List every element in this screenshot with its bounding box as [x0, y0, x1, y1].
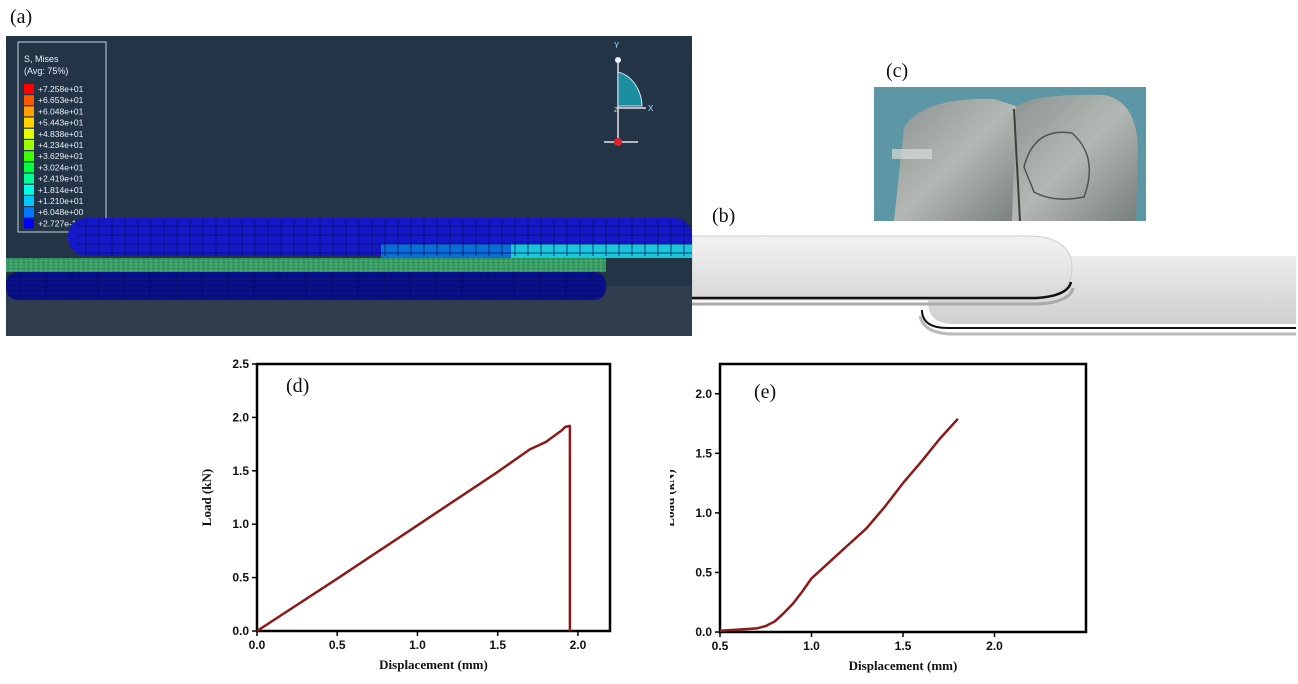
chart-panel-label: (e)	[754, 381, 776, 403]
legend-box	[17, 41, 107, 233]
x-tick-label: 1.0	[803, 639, 820, 653]
legend-value: +4.838e+01	[38, 129, 84, 139]
y-tick-label: 2.0	[232, 410, 249, 424]
upper-sheet-schematic	[692, 235, 1075, 306]
chart-d: (d) 0.0 0.5 1.0 1.5 2.0 0.0 0.5 1.0 1.5 2.0 2.5 Disp…	[200, 357, 612, 672]
legend-value: +1.210e+01	[38, 196, 84, 206]
legend-swatch	[24, 140, 34, 150]
panel-label-c: (c)	[886, 60, 909, 82]
y-axis-label: Load (kN)	[670, 469, 677, 526]
legend-swatch	[24, 162, 34, 173]
legend-value: +6.653e+01	[38, 95, 84, 105]
fem-stress-plot: S, Mises (Avg: 75%) +7.258e+01+6.653e+01…	[6, 36, 692, 336]
x-tick-label: 1.5	[895, 639, 912, 653]
legend-value: +3.024e+01	[38, 162, 84, 172]
x-tick-label: 2.0	[570, 638, 587, 652]
y-tick-label: 2.5	[232, 357, 249, 371]
y-tick-label: 1.5	[695, 446, 712, 460]
triad-z-label: Z	[614, 107, 619, 114]
legend-swatch	[24, 173, 34, 184]
legend-value: +7.258e+01	[38, 84, 84, 94]
legend-swatch	[24, 184, 34, 195]
legend-swatch	[24, 151, 34, 162]
legend-swatch	[24, 84, 34, 94]
y-axis-label: Load (kN)	[200, 469, 214, 526]
lap-joint-schematic	[692, 235, 1296, 336]
y-tick-label: 0.5	[232, 571, 249, 585]
plot-frame	[255, 362, 612, 633]
x-axis-label: Displacement (mm)	[379, 657, 488, 672]
x-axis-label: Displacement (mm)	[849, 658, 958, 673]
legend-swatch	[24, 196, 34, 206]
y-tick-label: 1.5	[232, 464, 249, 478]
fracture-photo	[874, 87, 1146, 221]
panel-label-b: (b)	[712, 205, 736, 227]
triad-y-label: Y	[614, 41, 620, 50]
legend-swatch	[24, 95, 34, 106]
legend-value: +4.234e+01	[38, 140, 84, 150]
legend-value: +6.048e+01	[38, 106, 84, 116]
plot-frame	[718, 362, 1088, 634]
upper-sheet	[68, 218, 692, 258]
x-tick-label: 2.0	[986, 639, 1003, 653]
x-tick-label: 1.0	[409, 638, 426, 652]
legend-value: +5.443e+01	[38, 118, 84, 128]
y-tick-label: 2.0	[695, 387, 712, 401]
legend-swatch	[24, 106, 34, 117]
series-line-0	[256, 424, 572, 633]
legend-swatch	[24, 128, 34, 139]
triad-origin	[614, 138, 622, 146]
legend-value: +2.727e-10	[38, 218, 82, 228]
x-tick-label: 0.0	[249, 638, 266, 652]
legend-title: S, Mises	[24, 54, 59, 64]
panel-label-a: (a)	[10, 6, 33, 28]
legend-subtitle: (Avg: 75%)	[24, 66, 68, 76]
y-tick-label: 1.0	[232, 517, 249, 531]
legend-swatch	[24, 117, 34, 128]
legend-value: +2.419e+01	[38, 174, 84, 184]
y-tick-label: 0.0	[695, 625, 712, 639]
orientation-triad: Y X Z	[604, 41, 654, 146]
chart-panel-label: (d)	[286, 375, 309, 397]
x-tick-label: 1.5	[489, 638, 506, 652]
x-tick-label: 0.5	[712, 639, 729, 653]
x-tick-label: 0.5	[329, 638, 346, 652]
legend-swatch	[24, 207, 34, 218]
triad-x-label: X	[648, 104, 654, 113]
y-tick-label: 1.0	[695, 506, 712, 520]
legend-swatch	[24, 218, 34, 229]
y-tick-label: 0.0	[232, 624, 249, 638]
lower-sheet	[6, 272, 606, 300]
legend-value: +1.814e+01	[38, 185, 84, 195]
y-tick-label: 0.5	[695, 565, 712, 579]
series-line-0	[719, 417, 959, 633]
legend-value: +6.048e+00	[38, 207, 84, 217]
chart-e: (e)0.5 1.0 1.5 2.00.00.51.01.52.0Displaceme…	[670, 362, 1088, 673]
triad-y-marker	[615, 57, 621, 63]
legend-value: +3.629e+01	[38, 151, 84, 161]
